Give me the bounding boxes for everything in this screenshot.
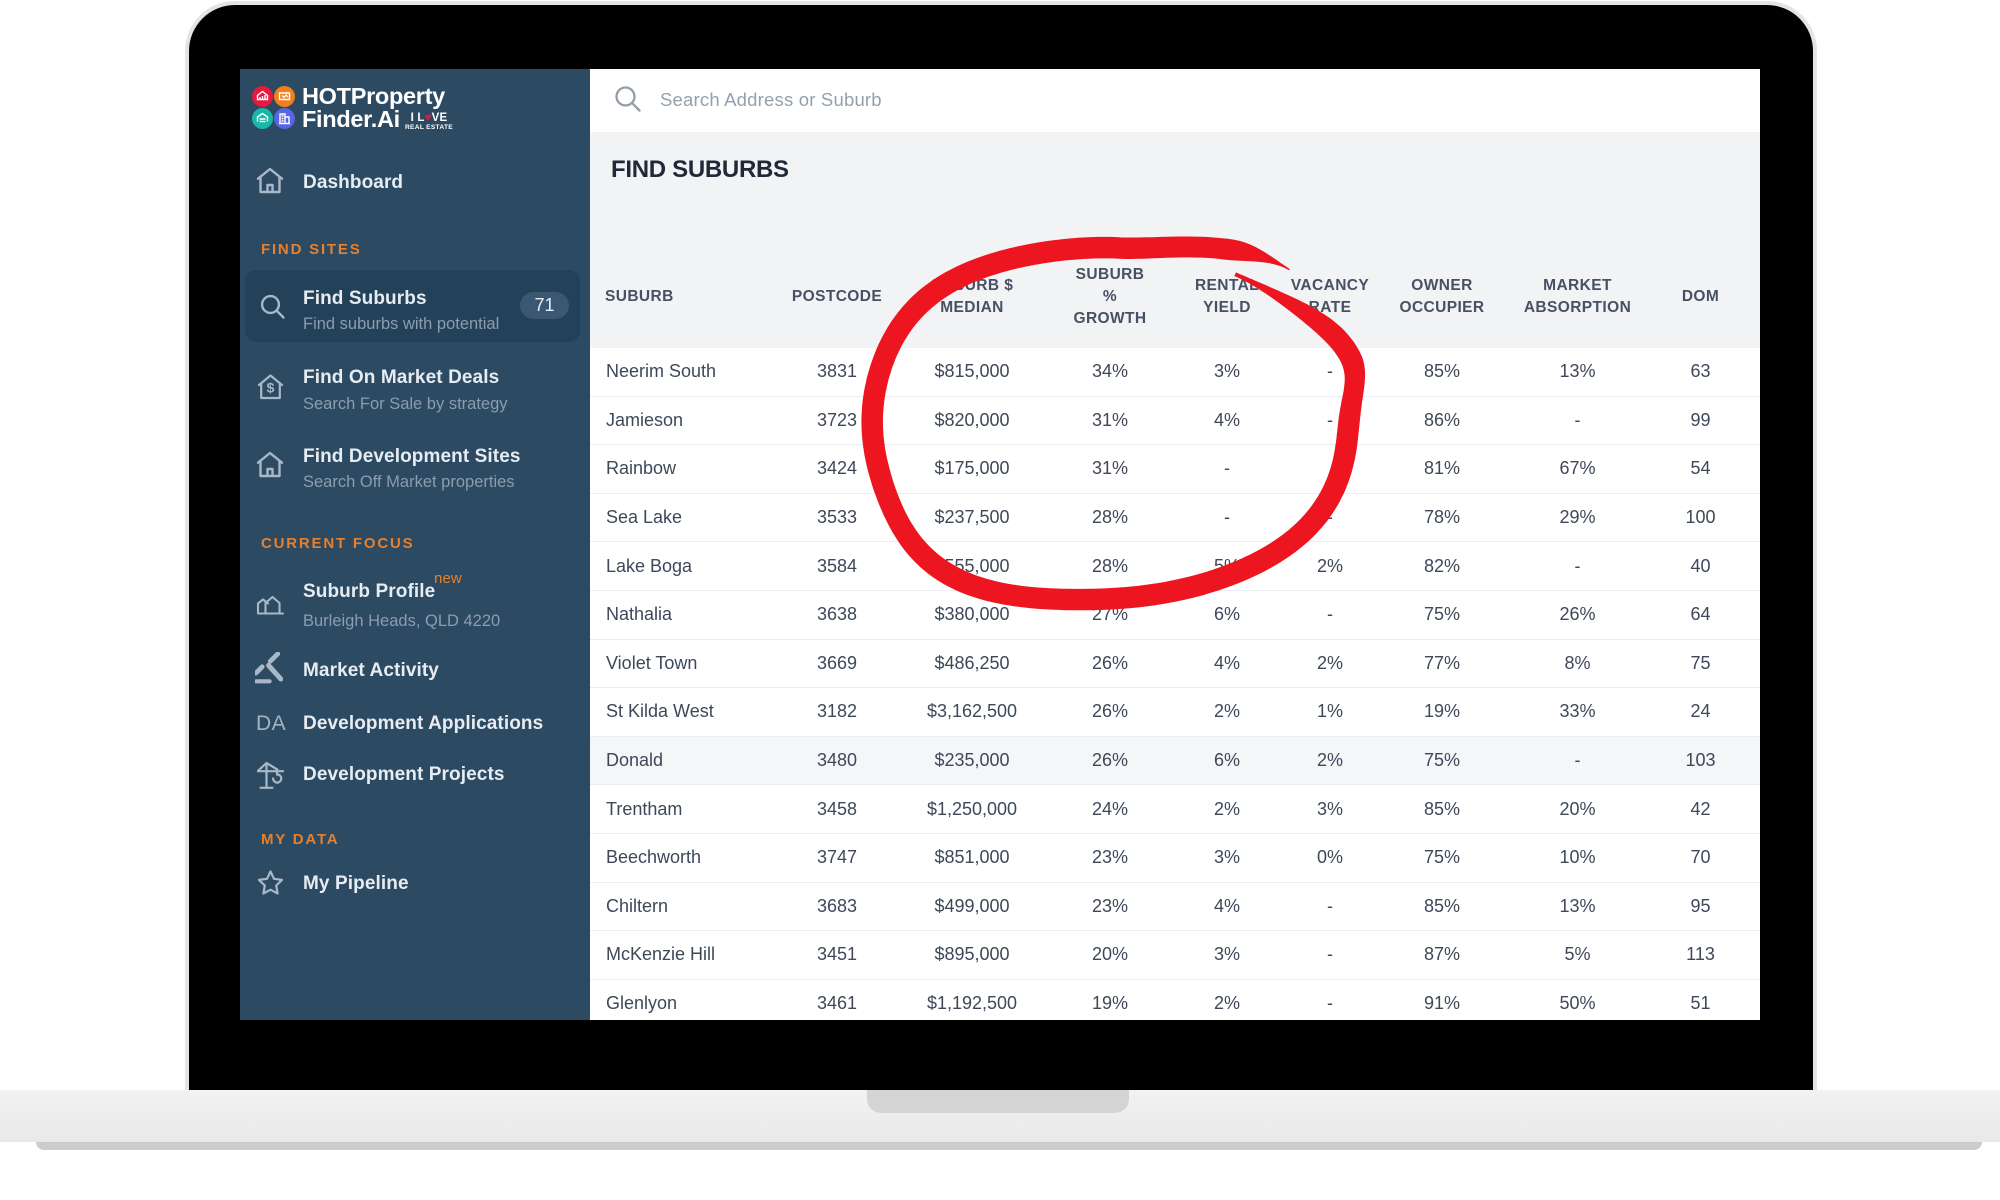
svg-text:$: $	[267, 380, 275, 396]
